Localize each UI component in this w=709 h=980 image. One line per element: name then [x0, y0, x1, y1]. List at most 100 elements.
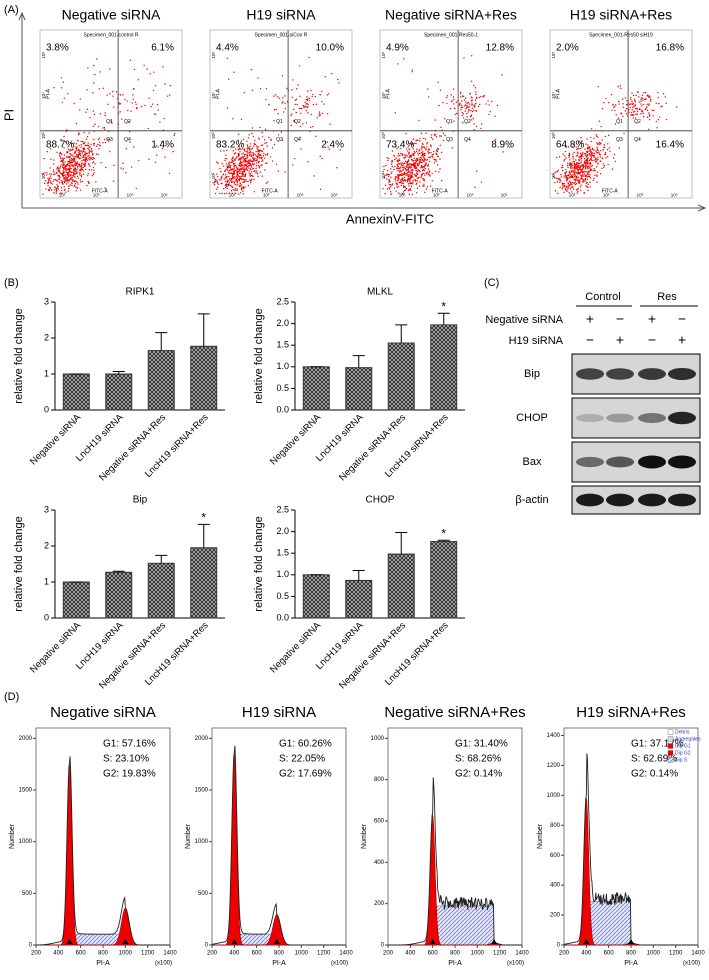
scatter-dot [584, 149, 585, 150]
scatter-dot [306, 103, 307, 104]
scatter-dot [417, 171, 418, 172]
scatter-dot [75, 171, 76, 172]
scatter-dot [652, 115, 653, 116]
scatter-dot [386, 178, 387, 179]
scatter-dot [56, 188, 57, 189]
x-tick-label: 1000 [471, 951, 485, 957]
scatter-dot [426, 159, 427, 160]
scatter-dot [78, 133, 79, 134]
scatter-dot [241, 162, 242, 163]
scatter-dot [463, 113, 464, 114]
scatter-dot [462, 96, 463, 97]
scatter-dot [221, 193, 222, 194]
scatter-dot [62, 164, 63, 165]
scatter-dot [77, 140, 78, 141]
scatter-dot [220, 171, 221, 172]
scatter-dot [56, 189, 57, 190]
scatter-dot [94, 124, 95, 125]
protein-label: CHOP [516, 412, 548, 424]
scatter-dot [583, 181, 584, 182]
scatter-dot [240, 165, 241, 166]
scatter-dot [258, 175, 259, 176]
y-axis-label: relative fold change [253, 516, 265, 611]
scatter-dot [443, 140, 444, 141]
scatter-dot [285, 108, 286, 109]
scatter-dot [566, 180, 567, 181]
scatter-dot [299, 96, 300, 97]
scatter-dot [468, 111, 469, 112]
scatter-dot [409, 194, 410, 195]
scatter-dot [411, 71, 412, 72]
scatter-dot [427, 151, 428, 152]
scatter-dot [587, 148, 588, 149]
scatter-dot [581, 160, 582, 161]
scatter-dot [576, 172, 577, 173]
scatter-dot [249, 149, 250, 150]
scatter-dot [88, 147, 89, 148]
scatter-dot [431, 137, 432, 138]
scatter-dot [67, 161, 68, 162]
scatter-dot [240, 176, 241, 177]
scatter-dot [62, 158, 63, 159]
scatter-dot [571, 166, 572, 167]
scatter-dot [157, 104, 158, 105]
scatter-dot [416, 151, 417, 152]
scatter-dot [478, 106, 479, 107]
scatter-dot [423, 157, 424, 158]
scatter-dot [596, 166, 597, 167]
scatter-dot [431, 134, 432, 135]
scatter-dot [83, 157, 84, 158]
quadrant-name: Q2 [464, 119, 471, 125]
scatter-dot [582, 164, 583, 165]
scatter-dot [60, 152, 61, 153]
scatter-dot [408, 164, 409, 165]
scatter-dot [430, 152, 431, 153]
scatter-dot [401, 153, 402, 154]
scatter-dot [410, 177, 411, 178]
scatter-dot [559, 156, 560, 157]
scatter-dot [481, 181, 482, 182]
scatter-dot [87, 67, 88, 68]
scatter-dot [104, 128, 105, 129]
scatter-dot [265, 99, 266, 100]
scatter-dot [558, 178, 559, 179]
scatter-dot [585, 143, 586, 144]
scatter-dot [577, 167, 578, 168]
scatter-dot [257, 77, 258, 78]
scatter-dot [396, 183, 397, 184]
error-bar [198, 524, 210, 547]
scatter-dot [290, 115, 291, 116]
scatter-dot [81, 176, 82, 177]
scatter-dot [473, 85, 474, 86]
scatter-dot [251, 155, 252, 156]
y-tick-label: 0 [44, 612, 49, 622]
scatter-dot [435, 159, 436, 160]
y-axis-label: Number [9, 823, 16, 849]
tick-label: 10⁵ [331, 193, 338, 198]
scatter-dot [93, 139, 94, 140]
scatter-dot [76, 171, 77, 172]
scatter-dot [244, 179, 245, 180]
scatter-dot [600, 173, 601, 174]
scatter-dot [409, 181, 410, 182]
x-axis-unit: (x100) [683, 961, 700, 967]
scatter-dot [423, 160, 424, 161]
scatter-dot [76, 190, 77, 191]
scatter-dot [635, 108, 636, 109]
scatter-dot [422, 154, 423, 155]
scatter-dot [319, 113, 320, 114]
quadrant-percent: 88.7% [46, 139, 74, 150]
scatter-dot [216, 189, 217, 190]
scatter-dot [89, 117, 90, 118]
scatter-dot [81, 157, 82, 158]
scatter-dot [43, 158, 44, 159]
scatter-dot [84, 149, 85, 150]
scatter-dot [232, 160, 233, 161]
scatter-dot [247, 152, 248, 153]
scatter-dot [607, 143, 608, 144]
y-tick-label: 2.5 [276, 504, 289, 514]
sign: + [586, 311, 594, 327]
scatter-dot [432, 180, 433, 181]
scatter-dot [224, 193, 225, 194]
